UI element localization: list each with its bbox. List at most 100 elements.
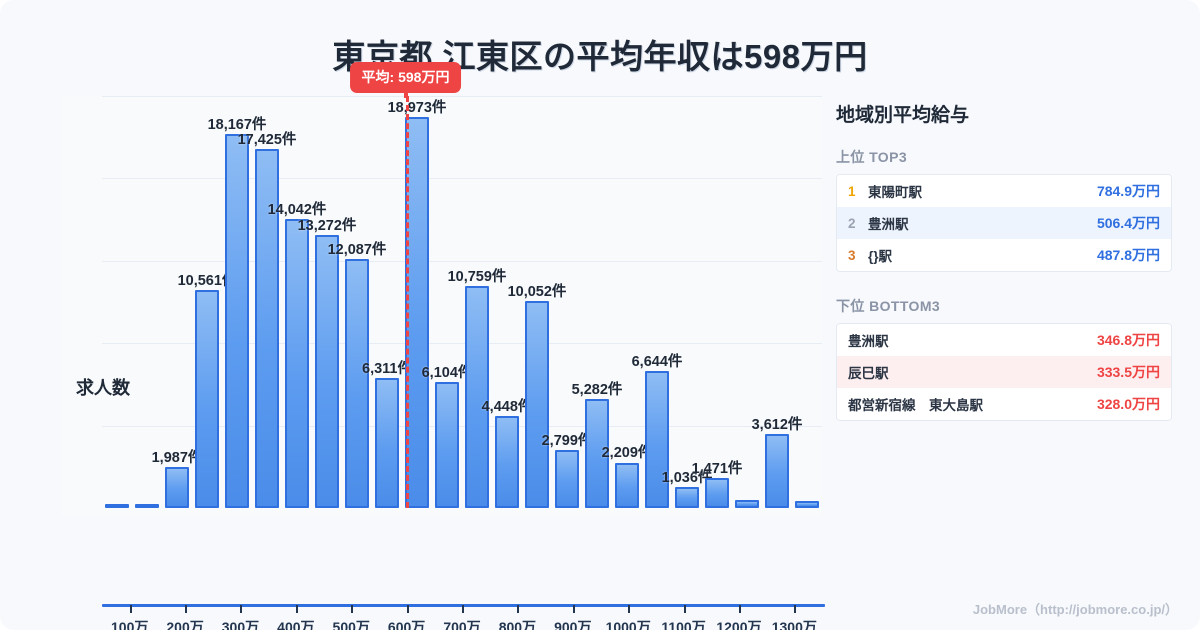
x-tick-mark	[185, 605, 188, 613]
x-tick-mark	[517, 605, 520, 613]
x-tick-label: 800万	[498, 619, 537, 630]
bar-value-label: 12,087件	[327, 242, 387, 258]
x-tick-label: 700万	[443, 619, 481, 630]
bar-value-label: 10,052件	[507, 283, 567, 300]
bar-value-label: 14,042件	[267, 201, 327, 218]
average-salary-value: 487.8万円	[1096, 247, 1160, 263]
x-tick-mark	[129, 605, 132, 613]
x-tick-label: 600万	[387, 619, 426, 630]
x-tick-mark	[462, 605, 464, 613]
histogram-bar	[435, 382, 459, 508]
histogram-bar	[195, 290, 219, 508]
gridline	[102, 96, 822, 97]
histogram-bar	[495, 416, 519, 508]
gridline	[102, 260, 822, 262]
histogram-bar	[735, 500, 759, 508]
station-name: 東陽町駅	[868, 185, 922, 200]
histogram-bar	[525, 300, 549, 508]
bar-value-label: 1,036件	[661, 469, 713, 486]
average-salary-value: 506.4万円	[1096, 215, 1160, 231]
top3-row[interactable]: 2 豊洲駅 506.4万円	[837, 207, 1171, 239]
station-name: 豊洲駅	[848, 334, 889, 349]
top3-row[interactable]: 1 東陽町駅 784.9万円	[837, 175, 1171, 207]
histogram-bar	[585, 399, 609, 508]
x-tick-mark	[738, 605, 741, 613]
x-tick-label: 1100万	[661, 619, 706, 630]
bar-value-label: 2,209件	[601, 445, 653, 462]
bar-value-label: 10,561件	[177, 273, 237, 290]
top3-row[interactable]: 3 {}駅 487.8万円	[837, 239, 1171, 271]
station-name: 都営新宿線 東大島駅	[848, 398, 983, 413]
histogram-bar	[795, 501, 819, 508]
x-tick-label: 300万	[221, 619, 260, 630]
station-name: 辰巳駅	[848, 366, 889, 381]
average-salary-value: 784.9万円	[1096, 183, 1160, 199]
average-salary-value: 333.5万円	[1096, 364, 1160, 380]
x-tick-mark	[572, 605, 575, 613]
histogram-bar	[645, 371, 669, 508]
bar-value-label: 18,973件	[387, 100, 447, 117]
x-tick-mark	[683, 605, 686, 613]
histogram-bar	[375, 378, 399, 508]
x-tick-mark	[628, 605, 631, 613]
page-title: 東京都 江東区の平均年収は598万円	[332, 38, 868, 75]
histogram-bar	[285, 218, 309, 508]
bottom3-row[interactable]: 豊洲駅 346.8万円	[837, 324, 1171, 356]
histogram-bar	[105, 504, 129, 508]
bar-value-label: 13,272件	[297, 217, 357, 234]
histogram-bar	[765, 433, 789, 508]
x-tick-mark	[295, 605, 298, 613]
average-line	[405, 96, 409, 508]
station-name: 豊洲駅	[868, 217, 909, 232]
x-tick-mark	[351, 605, 354, 613]
side-panel: 地域別平均給与 上位 TOP3 1 東陽町駅 784.9万円 2 豊洲駅 506.4万円 3…	[836, 100, 1172, 445]
histogram-bar	[165, 467, 189, 508]
histogram-bar	[615, 462, 639, 508]
rank-number: 3	[848, 247, 856, 263]
bar-value-label: 6,311件	[362, 360, 412, 377]
average-badge: 平均: 598万円	[349, 62, 462, 93]
y-axis-title: 求人数	[76, 378, 130, 398]
histogram-bar	[465, 286, 489, 508]
plot-area: 1,987件 10,561件 18,167件 17,425件 14,042件 13,272…	[102, 62, 822, 508]
gridline	[102, 425, 822, 427]
x-tick-label: 1000万	[605, 619, 651, 630]
side-panel-title: 地域別平均給与	[836, 105, 970, 126]
bar-value-label: 3,612件	[751, 416, 803, 433]
x-tick-label: 100万	[111, 619, 149, 630]
histogram-bar	[135, 504, 159, 508]
bar-value-label: 1,471件	[691, 460, 743, 477]
bottom3-row[interactable]: 辰巳駅 333.5万円	[837, 356, 1171, 388]
x-tick-label: 1200万	[716, 619, 762, 630]
rank-number: 2	[848, 215, 856, 231]
x-tick-label: 900万	[554, 619, 592, 630]
bar-value-label: 1,987件	[151, 450, 203, 467]
x-tick-mark	[406, 605, 409, 613]
histogram-bar	[405, 117, 429, 508]
x-tick-label: 400万	[277, 619, 315, 630]
bar-value-label: 17,425件	[237, 132, 297, 149]
bar-value-label: 6,104件	[421, 365, 473, 382]
footer-credit: JobMore（http://jobmore.co.jp/）	[972, 602, 1178, 617]
bar-value-label: 5,282件	[571, 382, 623, 399]
average-salary-value: 328.0万円	[1096, 396, 1160, 412]
x-tick-mark	[794, 605, 797, 613]
station-name: {}駅	[868, 249, 893, 264]
gridline	[102, 343, 822, 345]
histogram-bar	[675, 486, 699, 508]
top3-heading: 上位 TOP3	[836, 149, 908, 165]
bar-value-label: 10,759件	[447, 269, 507, 286]
bar-value-label: 2,799件	[541, 433, 593, 450]
x-tick-label: 1300万	[771, 619, 817, 630]
histogram-bar	[315, 234, 339, 508]
x-tick-label: 200万	[166, 619, 204, 630]
rank-number: 1	[848, 183, 856, 199]
histogram-bar	[705, 477, 729, 508]
bottom3-heading: 下位 BOTTOM3	[836, 298, 941, 314]
histogram-bar	[555, 450, 579, 508]
bottom3-row[interactable]: 都営新宿線 東大島駅 328.0万円	[837, 388, 1171, 420]
histogram-chart: 求人数 1,987件 10,561件 18,167件 17,425件 14,042件 13…	[62, 62, 825, 630]
bar-value-label: 6,644件	[631, 354, 683, 371]
average-salary-value: 346.8万円	[1096, 332, 1160, 348]
